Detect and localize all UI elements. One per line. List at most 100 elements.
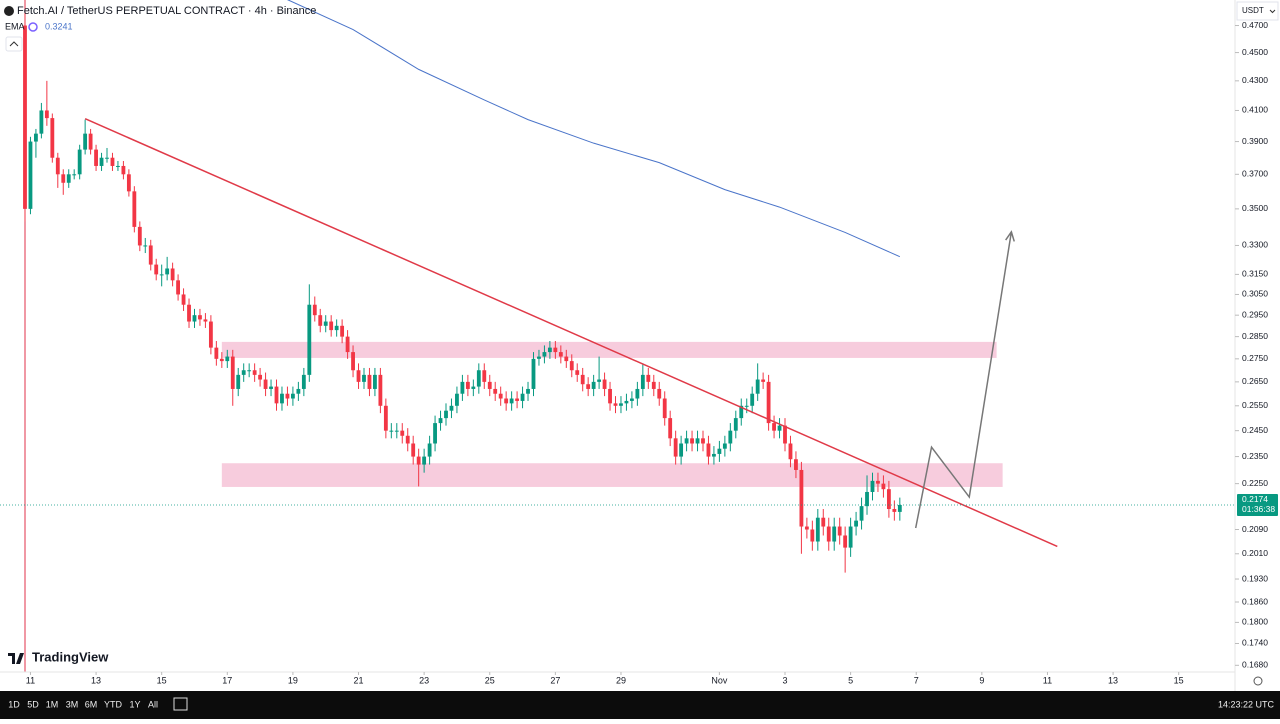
zone	[221, 463, 1003, 487]
candle-body	[706, 443, 711, 457]
y-tick-label: 0.2450	[1242, 425, 1268, 435]
y-tick-label: 0.2850	[1242, 331, 1268, 341]
candle-body	[422, 456, 427, 465]
candle-body	[351, 352, 355, 371]
indicator-name: EMA	[5, 21, 25, 31]
candle-body	[44, 110, 49, 119]
candle-body	[788, 443, 793, 460]
candle-body	[301, 374, 306, 389]
candle-body	[619, 403, 623, 406]
y-tick-label: 0.1740	[1242, 638, 1268, 648]
candle-body	[219, 358, 224, 362]
collapse-button[interactable]	[5, 36, 23, 52]
range-button[interactable]: 1Y	[129, 699, 140, 709]
x-tick-label: Nov	[711, 675, 728, 685]
y-tick-label: 0.4500	[1242, 47, 1268, 57]
x-tick-label: 11	[26, 675, 35, 685]
x-tick-label: 3	[782, 675, 787, 685]
range-button[interactable]: 1M	[46, 699, 59, 709]
candle-body	[455, 393, 459, 406]
x-tick-label: 11	[1043, 675, 1052, 685]
candle-body	[50, 118, 55, 158]
range-button[interactable]: 1D	[8, 699, 20, 709]
candle-body	[684, 438, 689, 444]
candle-body	[77, 149, 82, 175]
range-button[interactable]: YTD	[104, 699, 123, 709]
candle-body	[772, 423, 776, 431]
range-button[interactable]: All	[148, 699, 158, 709]
y-tick-label: 0.2650	[1242, 376, 1268, 386]
candle-body	[362, 374, 366, 382]
candle-body	[799, 469, 804, 527]
candle-body	[509, 398, 514, 404]
y-tick-label: 0.2950	[1242, 309, 1268, 319]
candle-body	[471, 386, 476, 389]
drawings	[0, 118, 1235, 548]
clock: 14:23:22 UTC	[1218, 699, 1275, 709]
candle-body	[94, 149, 98, 166]
range-button[interactable]: 3M	[66, 699, 79, 709]
x-tick-label: 7	[914, 675, 919, 685]
candle-body	[498, 393, 503, 399]
date-range-icon[interactable]	[173, 697, 188, 711]
candle-body	[285, 393, 290, 399]
last-price-box	[1237, 493, 1278, 516]
candle-body	[859, 506, 864, 521]
symbol-icon	[4, 6, 14, 16]
candle-body	[843, 535, 848, 548]
range-button[interactable]: 6M	[85, 699, 98, 709]
candle-body	[367, 374, 372, 389]
candle-body	[198, 315, 202, 320]
y-tick-label: 0.2090	[1242, 524, 1268, 534]
y-tick-label: 0.1800	[1242, 617, 1268, 627]
candle-body	[897, 504, 902, 512]
candle-body	[766, 381, 771, 424]
candle-body	[673, 438, 678, 457]
logo-text: TradingView	[32, 649, 109, 664]
bottom-toolbar	[0, 691, 1280, 719]
x-tick-label: 5	[848, 675, 853, 685]
candle-body	[520, 393, 525, 401]
range-button[interactable]: 5D	[27, 699, 39, 709]
y-tick-label: 0.2010	[1242, 548, 1268, 558]
x-tick-label: 21	[354, 675, 364, 685]
candle-body	[312, 304, 317, 316]
candle-body	[378, 374, 383, 406]
y-tick-label: 0.3050	[1242, 289, 1268, 299]
candle-body	[832, 526, 837, 542]
candle-body	[126, 174, 131, 192]
y-tick-label: 0.3500	[1242, 203, 1268, 213]
currency-box[interactable]	[1236, 1, 1279, 21]
candle-body	[586, 384, 591, 389]
candle-body	[865, 491, 869, 507]
candle-body	[181, 294, 186, 305]
candle-body	[39, 110, 44, 134]
candle-body	[892, 509, 897, 512]
y-tick-label: 0.4100	[1242, 105, 1268, 115]
candle-body	[203, 319, 208, 322]
currency-caret	[1269, 9, 1276, 14]
candle-body	[269, 386, 273, 389]
indicator-icon[interactable]	[28, 22, 38, 32]
indicator-value: 0.3241	[45, 21, 73, 31]
candle-body	[411, 443, 416, 457]
logo: TradingView	[8, 649, 109, 664]
x-tick-label: 15	[157, 675, 167, 685]
candle-body	[755, 379, 760, 394]
candle-body	[886, 489, 891, 510]
candle-body	[28, 141, 33, 209]
candle-body	[810, 529, 815, 542]
x-tick-label: 13	[1108, 675, 1118, 685]
candle-body	[460, 381, 465, 394]
candle-body	[449, 405, 454, 411]
candle-body	[137, 226, 142, 246]
candle-body	[329, 321, 334, 331]
collapse-icon	[9, 41, 19, 47]
currency: USDT	[1242, 6, 1264, 15]
candle-body	[187, 304, 191, 322]
settings-icon[interactable]	[1253, 676, 1263, 686]
candle-body	[701, 438, 705, 444]
y-tick-label: 0.1680	[1242, 660, 1268, 670]
candle-body	[405, 435, 410, 444]
